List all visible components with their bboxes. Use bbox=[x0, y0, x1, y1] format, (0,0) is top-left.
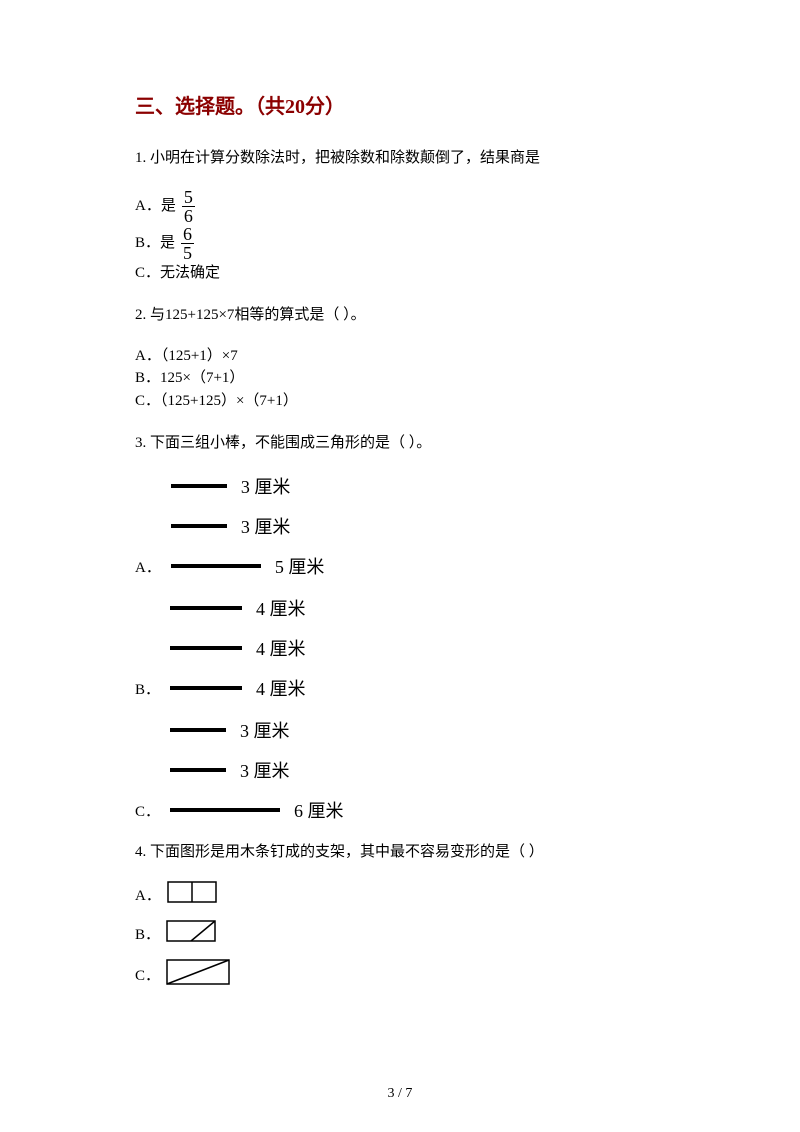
stick-row: 3 厘米 bbox=[170, 757, 344, 783]
q1-option-a: A．是 5 6 bbox=[135, 188, 665, 225]
stick-row: 3 厘米 bbox=[171, 473, 325, 499]
q1-optB-prefix: B．是 bbox=[135, 232, 175, 255]
q1-option-b: B．是 6 5 bbox=[135, 225, 665, 262]
q2-option-a: A．（125+1）×7 bbox=[135, 345, 665, 368]
q3-options: A． 3 厘米3 厘米5 厘米 B． 4 厘米4 厘米4 厘米 C． 3 厘米3… bbox=[135, 473, 665, 823]
q2-options: A．（125+1）×7 B．125×（7+1） C．（125+125）×（7+1… bbox=[135, 345, 665, 413]
q1-optB-den: 5 bbox=[181, 244, 194, 262]
q1-optA-fraction: 5 6 bbox=[182, 188, 195, 225]
q4-optC-label: C． bbox=[135, 964, 160, 985]
stick-row: 4 厘米 bbox=[170, 635, 306, 661]
q2-text: 2. 与125+125×7相等的算式是（ ）。 bbox=[135, 304, 665, 327]
stick-label: 4 厘米 bbox=[256, 635, 306, 661]
q1-optA-prefix: A．是 bbox=[135, 195, 176, 218]
q3-optC-label: C． bbox=[135, 800, 160, 823]
stick bbox=[170, 768, 226, 772]
q4-optA-label: A． bbox=[135, 884, 161, 905]
q3-optB-sticks: 4 厘米 4 厘米 4 厘米 bbox=[170, 595, 306, 701]
q3-option-b: B． 4 厘米 4 厘米 4 厘米 bbox=[135, 595, 665, 701]
stick-label: 3 厘米 bbox=[241, 473, 291, 499]
stick-row: 6 厘米 bbox=[170, 797, 344, 823]
q4-optA-shape bbox=[167, 881, 217, 908]
section-title: 三、选择题。（共20分） bbox=[135, 90, 665, 119]
stick-row: 5 厘米 bbox=[171, 553, 325, 579]
q1-optA-den: 6 bbox=[182, 207, 195, 225]
q2-option-b: B．125×（7+1） bbox=[135, 367, 665, 390]
q1-optB-num: 6 bbox=[181, 225, 194, 244]
q1-option-c: C．无法确定 bbox=[135, 262, 665, 285]
stick-label: 3 厘米 bbox=[241, 513, 291, 539]
stick bbox=[170, 808, 280, 812]
q1-optA-num: 5 bbox=[182, 188, 195, 207]
stick-label: 3 厘米 bbox=[240, 757, 290, 783]
stick bbox=[171, 484, 227, 488]
q3-option-a: A． 3 厘米 3 厘米 5 厘米 bbox=[135, 473, 665, 579]
q1-optB-fraction: 6 5 bbox=[181, 225, 194, 262]
q4-option-b: B． bbox=[135, 920, 665, 947]
q4-options: A． B． C． bbox=[135, 881, 665, 990]
stick bbox=[171, 524, 227, 528]
q1-text: 1. 小明在计算分数除法时，把被除数和除数颠倒了，结果商是 bbox=[135, 147, 665, 170]
q3-optA-sticks: 3 厘米 3 厘米 5 厘米 bbox=[171, 473, 325, 579]
q3-optA-label: A． bbox=[135, 556, 161, 579]
stick-row: 3 厘米 bbox=[170, 717, 344, 743]
stick bbox=[170, 728, 226, 732]
stick bbox=[171, 564, 261, 568]
stick-label: 3 厘米 bbox=[240, 717, 290, 743]
stick-row: 4 厘米 bbox=[170, 595, 306, 621]
q4-option-a: A． bbox=[135, 881, 665, 908]
stick bbox=[170, 606, 242, 610]
stick-label: 4 厘米 bbox=[256, 675, 306, 701]
stick bbox=[170, 646, 242, 650]
stick-label: 5 厘米 bbox=[275, 553, 325, 579]
q2-option-c: C．（125+125）×（7+1） bbox=[135, 390, 665, 413]
stick-label: 4 厘米 bbox=[256, 595, 306, 621]
stick-row: 4 厘米 bbox=[170, 675, 306, 701]
q3-optB-label: B． bbox=[135, 678, 160, 701]
q1-options: A．是 5 6 B．是 6 5 C．无法确定 bbox=[135, 188, 665, 285]
page-footer: 3 / 7 bbox=[0, 1086, 800, 1102]
q4-text: 4. 下面图形是用木条钉成的支架，其中最不容易变形的是（ ） bbox=[135, 841, 665, 864]
stick-label: 6 厘米 bbox=[294, 797, 344, 823]
q3-option-c: C． 3 厘米3 厘米6 厘米 bbox=[135, 717, 665, 823]
q3-optC-sticks: 3 厘米3 厘米6 厘米 bbox=[170, 717, 344, 823]
q4-optC-shape bbox=[166, 959, 230, 990]
stick-row: 3 厘米 bbox=[171, 513, 325, 539]
q4-optB-shape bbox=[166, 920, 216, 947]
stick bbox=[170, 686, 242, 690]
q4-optB-label: B． bbox=[135, 923, 160, 944]
q3-text: 3. 下面三组小棒，不能围成三角形的是（ ）。 bbox=[135, 432, 665, 455]
q4-option-c: C． bbox=[135, 959, 665, 990]
